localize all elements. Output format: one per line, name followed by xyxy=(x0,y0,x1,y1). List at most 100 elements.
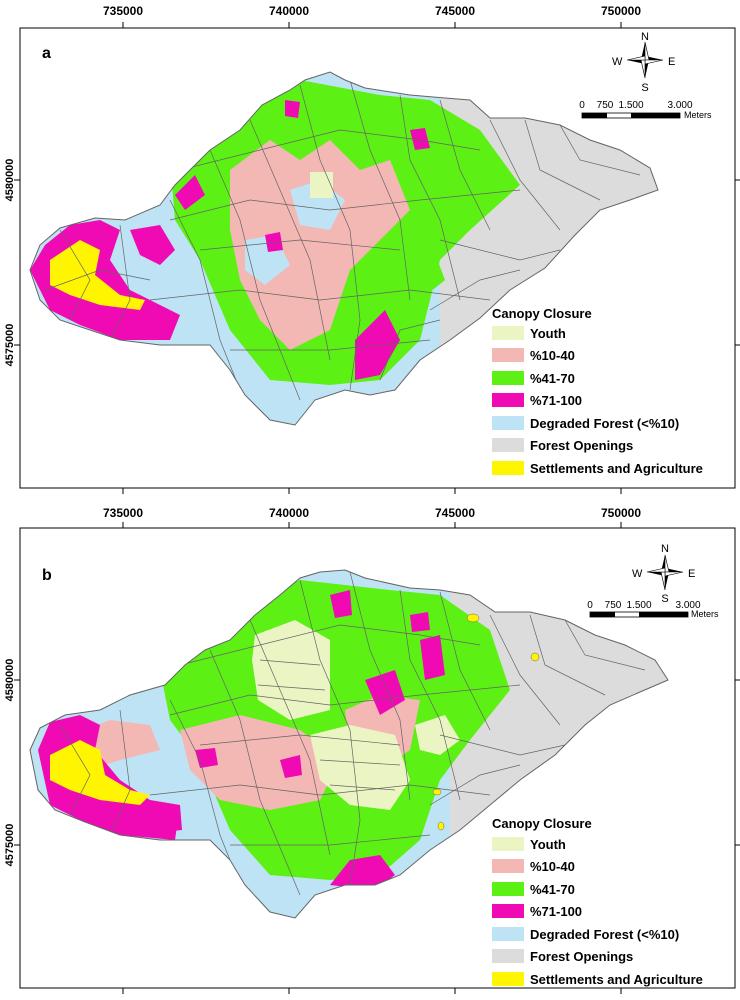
north-arrow-icon xyxy=(626,41,664,79)
x-tick-label: 750000 xyxy=(601,4,641,18)
legend: Canopy Closure Youth %10-40 %41-70 %71-1… xyxy=(492,306,703,476)
legend-swatch xyxy=(492,461,524,475)
settlement-patch xyxy=(530,652,540,662)
legend-item: %71-100 xyxy=(530,904,582,919)
panel-letter: a xyxy=(42,45,51,62)
legend-swatch xyxy=(492,949,524,963)
watershed-boundary xyxy=(29,569,669,919)
map-panel-b: 735000 740000 745000 750000 4580000 4575… xyxy=(0,500,740,1000)
x-tick-label: 740000 xyxy=(269,506,309,520)
compass-s: S xyxy=(641,82,648,94)
scale-unit: Meters xyxy=(684,110,712,120)
legend-swatch xyxy=(492,904,524,918)
legend-item: %41-70 xyxy=(530,371,575,386)
canopy-71-100-patch xyxy=(410,612,430,632)
x-tick-label: 735000 xyxy=(103,4,143,18)
legend-swatch xyxy=(492,882,524,896)
x-tick-label: 745000 xyxy=(435,506,475,520)
x-axis-ticks xyxy=(14,22,740,494)
x-axis-ticks xyxy=(14,522,740,994)
scale-tick: 750 xyxy=(597,100,614,111)
legend-item: Settlements and Agriculture xyxy=(530,972,703,987)
scale-tick: 1.500 xyxy=(626,600,651,611)
compass-n: N xyxy=(661,543,669,555)
legend-item: Forest Openings xyxy=(530,949,633,964)
legend-item: Youth xyxy=(530,326,566,341)
settlement-patch xyxy=(466,613,480,623)
compass-e: E xyxy=(688,568,695,580)
scale-tick: 0 xyxy=(579,100,585,111)
map-panel-a: 735000 740000 745000 750000 4580000 4575… xyxy=(4,4,740,494)
canopy-71-100-patch xyxy=(160,805,182,832)
settlement-patch xyxy=(437,821,445,831)
legend-item: %41-70 xyxy=(530,882,575,897)
scale-bar xyxy=(581,112,681,119)
legend-item: Youth xyxy=(530,837,566,852)
legend-swatch xyxy=(492,972,524,986)
legend-swatch xyxy=(492,326,524,340)
y-tick-label: 4575000 xyxy=(4,324,16,367)
canopy-71-100-patch xyxy=(285,100,300,118)
legend-swatch xyxy=(492,438,524,452)
x-tick-label: 740000 xyxy=(269,4,309,18)
canopy-71-100-patch xyxy=(280,755,302,778)
x-tick-label: 745000 xyxy=(435,4,475,18)
canopy-71-100-patch xyxy=(420,635,445,680)
scale-unit: Meters xyxy=(691,609,719,619)
y-tick-label: 4575000 xyxy=(4,824,16,867)
compass-w: W xyxy=(612,56,623,68)
scale-bar xyxy=(589,611,689,618)
legend-swatch xyxy=(492,927,524,941)
legend-item: %71-100 xyxy=(530,393,582,408)
compass-e: E xyxy=(668,56,675,68)
x-tick-label: 750000 xyxy=(601,506,641,520)
map-panel-b-svg: 735000 740000 745000 750000 4580000 4575… xyxy=(4,506,740,994)
map-panel-a-svg: 735000 740000 745000 750000 4580000 4575… xyxy=(4,4,740,494)
legend: Canopy Closure Youth %10-40 %41-70 %71-1… xyxy=(492,816,703,987)
compass-w: W xyxy=(632,568,643,580)
x-tick-label: 735000 xyxy=(103,506,143,520)
legend-item: Forest Openings xyxy=(530,438,633,453)
legend-title: Canopy Closure xyxy=(492,306,592,321)
legend-item: Settlements and Agriculture xyxy=(530,461,703,476)
scale-tick: 1.500 xyxy=(618,100,643,111)
canopy-71-100-patch xyxy=(330,590,352,618)
scale-tick: 3.000 xyxy=(667,100,692,111)
legend-swatch xyxy=(492,416,524,430)
canopy-71-100-patch xyxy=(410,128,430,150)
canopy-71-100-patch xyxy=(265,232,283,252)
watershed-boundary xyxy=(29,71,659,426)
legend-item: %10-40 xyxy=(530,859,575,874)
youth-patch xyxy=(310,172,333,198)
canopy-10-40-zone xyxy=(180,715,340,810)
canopy-10-40-zone xyxy=(230,140,410,350)
settlements-zone xyxy=(50,240,145,310)
scale-tick: 3.000 xyxy=(675,600,700,611)
stand-boundaries xyxy=(44,79,641,401)
y-tick-label: 4580000 xyxy=(4,159,16,202)
legend-title: Canopy Closure xyxy=(492,816,592,831)
legend-item: Degraded Forest (<%10) xyxy=(530,416,679,431)
settlement-patch xyxy=(432,788,442,796)
compass-n: N xyxy=(641,31,649,43)
legend-swatch xyxy=(492,348,524,362)
legend-swatch xyxy=(492,393,524,407)
legend-swatch xyxy=(492,859,524,873)
scale-tick: 0 xyxy=(587,600,593,611)
canopy-71-100-patch xyxy=(365,670,405,715)
canopy-41-70-patch xyxy=(395,240,445,300)
legend-swatch xyxy=(492,371,524,385)
settlements-zone xyxy=(50,740,150,805)
legend-item: Degraded Forest (<%10) xyxy=(530,927,679,942)
youth-patch xyxy=(415,715,460,755)
scale-tick: 750 xyxy=(605,600,622,611)
youth-zone xyxy=(252,620,330,720)
canopy-71-100-patch xyxy=(330,855,395,890)
y-tick-label: 4580000 xyxy=(4,659,16,702)
legend-swatch xyxy=(492,837,524,851)
panel-letter: b xyxy=(42,567,52,584)
legend-item: %10-40 xyxy=(530,348,575,363)
youth-zone xyxy=(310,725,410,810)
canopy-71-100-patch xyxy=(175,175,205,210)
compass-s: S xyxy=(661,593,668,605)
